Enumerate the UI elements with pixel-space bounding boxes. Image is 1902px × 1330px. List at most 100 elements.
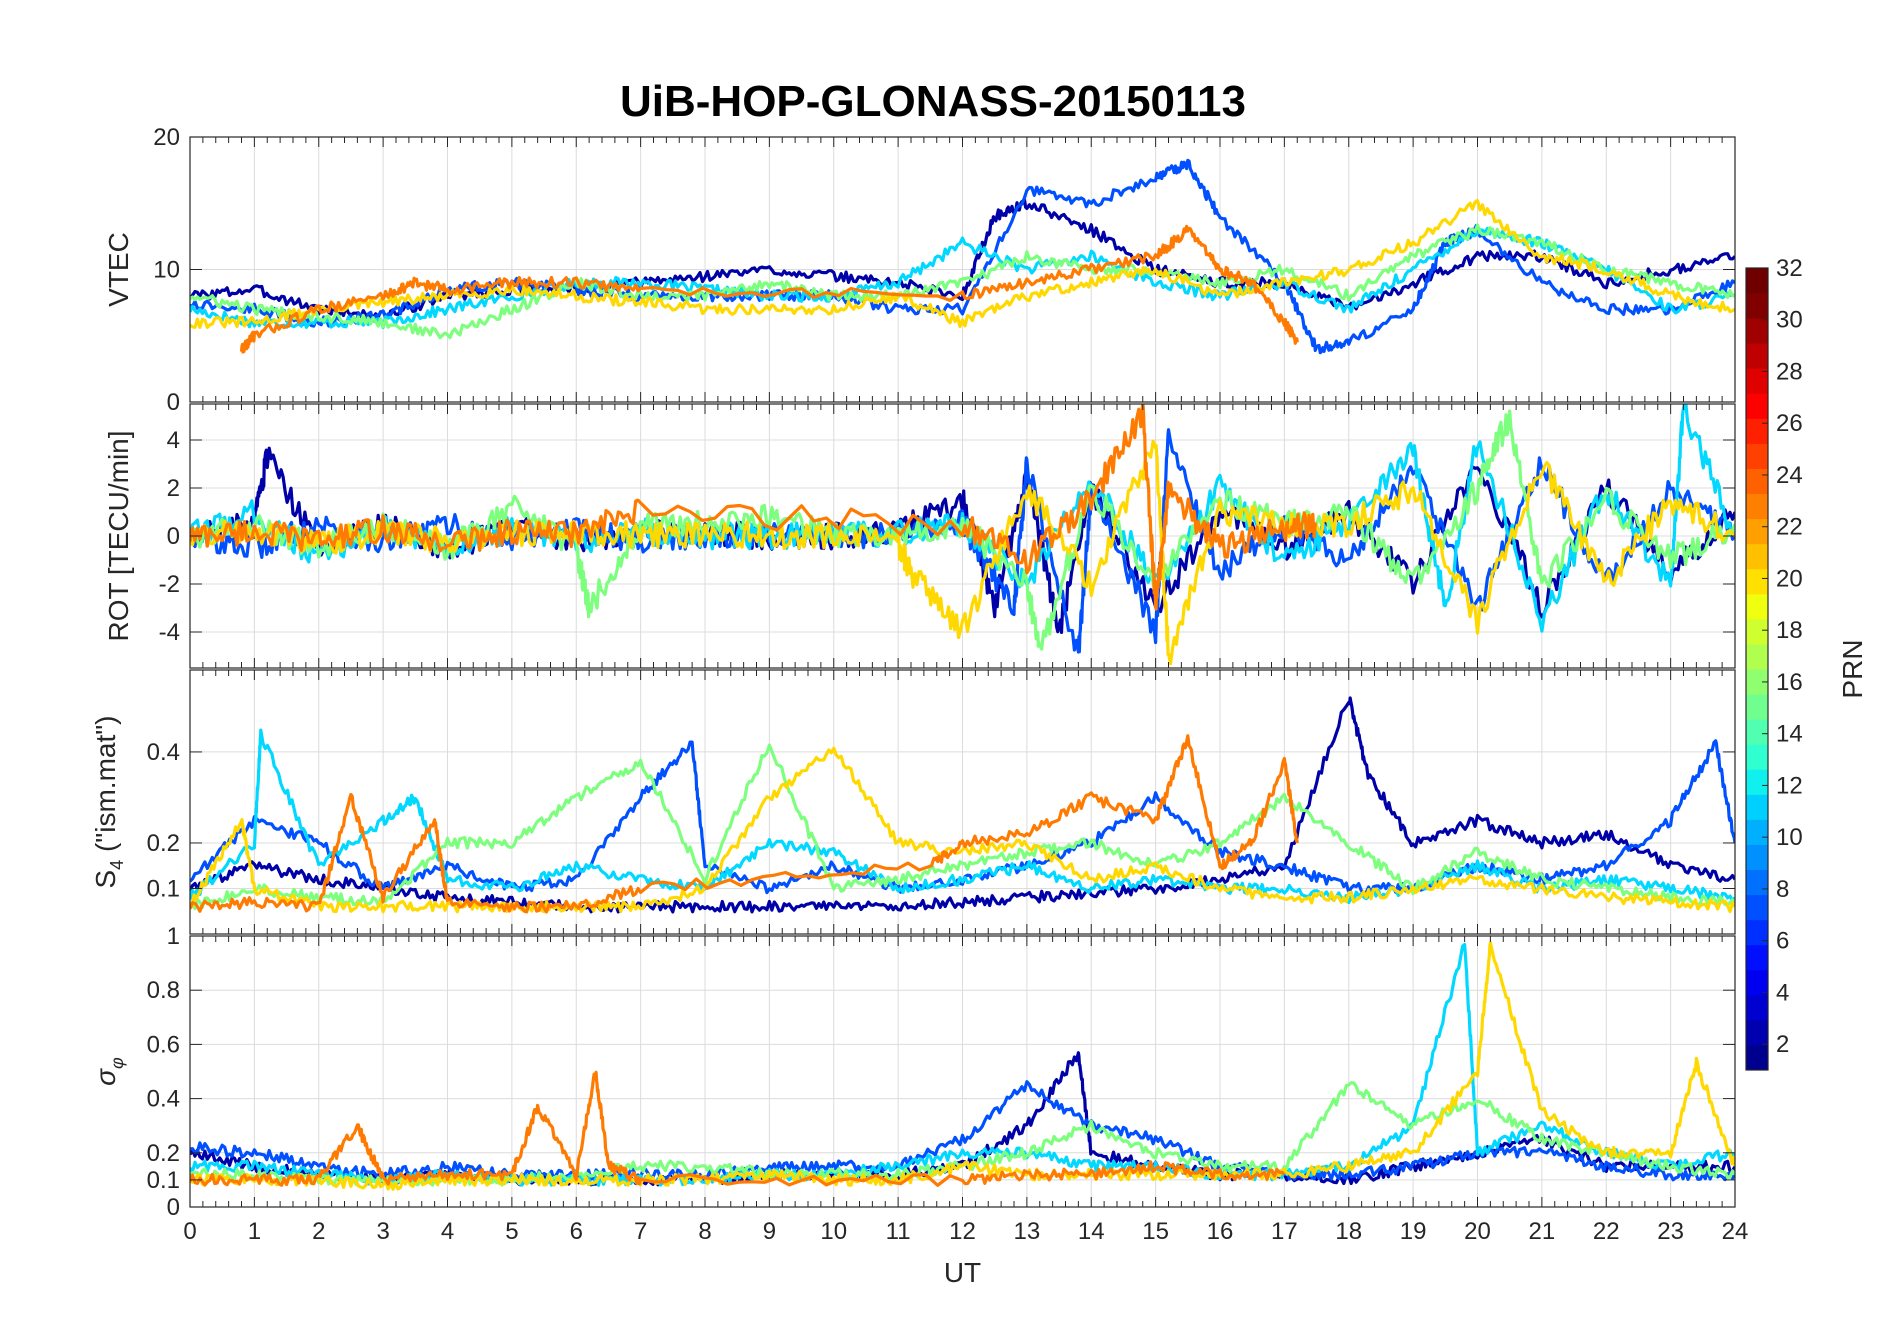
colorbar-segment (1746, 769, 1768, 795)
colorbar-segment (1746, 543, 1768, 570)
colorbar-segment (1746, 669, 1768, 695)
x-tick-label: 20 (1464, 1218, 1491, 1245)
y-tick-label: 0.1 (147, 875, 180, 902)
colorbar-tick-label: 6 (1776, 928, 1789, 955)
x-tick-label: 14 (1078, 1218, 1105, 1245)
series-line (190, 226, 1735, 330)
x-tick-label: 17 (1271, 1218, 1298, 1245)
series-line (190, 223, 1735, 340)
x-tick-label: 6 (570, 1218, 583, 1245)
x-tick-label: 4 (441, 1218, 454, 1245)
colorbar-segment (1746, 944, 1768, 971)
colorbar-segment (1746, 493, 1768, 520)
series-group (190, 941, 1735, 1191)
series-group (190, 696, 1735, 914)
colorbar-tick-label: 10 (1776, 824, 1803, 851)
x-tick-label: 0 (183, 1218, 196, 1245)
x-tick-label: 11 (886, 1218, 911, 1245)
colorbar-tick-label: 16 (1776, 669, 1803, 696)
colorbar-segment (1746, 1044, 1768, 1071)
colorbar-segment (1746, 994, 1768, 1021)
chart-title: UiB-HOP-GLONASS-20150113 (620, 77, 1246, 126)
colorbar-segment (1746, 919, 1768, 946)
y-tick-label: 0 (167, 1194, 180, 1221)
colorbar-segment (1746, 618, 1768, 645)
colorbar-segment (1746, 268, 1768, 294)
colorbar-segment (1746, 969, 1768, 996)
x-tick-label: 13 (1014, 1218, 1041, 1245)
colorbar-segment (1746, 869, 1768, 896)
colorbar-tick-label: 32 (1776, 255, 1803, 282)
x-tick-label: 18 (1335, 1218, 1362, 1245)
colorbar-segment (1746, 694, 1768, 720)
colorbar-tick-label: 22 (1776, 514, 1803, 541)
x-tick-label: 10 (820, 1218, 847, 1245)
colorbar-tick-label: 28 (1776, 358, 1803, 385)
colorbar-frame (1745, 267, 1769, 1071)
colorbar-label: PRN (1837, 639, 1868, 698)
x-tick-label: 2 (312, 1218, 325, 1245)
x-tick-label: 21 (1529, 1218, 1556, 1245)
series-line (190, 743, 1735, 911)
colorbar-segment (1746, 844, 1768, 870)
x-tick-label: 24 (1722, 1218, 1749, 1245)
series-line (190, 734, 1299, 914)
series-line (190, 439, 1735, 666)
series-line (190, 1070, 1286, 1187)
y-tick-label: 20 (153, 124, 180, 151)
colorbar-segment (1746, 568, 1768, 595)
x-tick-label: 12 (949, 1218, 976, 1245)
colorbar-tick-label: 26 (1776, 410, 1803, 437)
y-axis-label: σφ (90, 1057, 127, 1086)
colorbar-tick-label: 24 (1776, 462, 1803, 489)
colorbar-tick-label: 8 (1776, 876, 1789, 903)
y-tick-label: 0.4 (147, 1086, 180, 1113)
x-tick-label: 22 (1593, 1218, 1620, 1245)
y-tick-label: 0.6 (147, 1031, 180, 1058)
colorbar-segment (1746, 393, 1768, 419)
y-tick-label: -4 (159, 619, 180, 646)
colorbar-segment (1746, 318, 1768, 344)
colorbar-segment (1746, 744, 1768, 770)
x-tick-label: 5 (505, 1218, 518, 1245)
y-tick-label: -2 (159, 571, 180, 598)
y-tick-label: 0.4 (147, 739, 180, 766)
series-group (190, 404, 1735, 666)
y-axis-label: ROT [TECU/min] (103, 430, 134, 641)
y-tick-label: 0.8 (147, 977, 180, 1004)
colorbar-segment (1746, 1019, 1768, 1046)
series-line (239, 224, 1299, 354)
x-tick-label: 16 (1207, 1218, 1234, 1245)
series-line (190, 198, 1735, 329)
x-tick-label: 19 (1400, 1218, 1427, 1245)
colorbar-tick-label: 18 (1776, 617, 1803, 644)
y-tick-label: 2 (167, 475, 180, 502)
colorbar-segment (1746, 593, 1768, 620)
colorbar-segment (1746, 418, 1768, 444)
colorbar-tick-label: 14 (1776, 721, 1803, 748)
panel-s4: 0.1 0.2 0.4 S4 ("ism.mat") (90, 669, 1736, 935)
y-tick-label: 4 (167, 427, 180, 454)
series-line (190, 404, 1317, 611)
x-axis-label: UT (944, 1257, 981, 1288)
colorbar-segment (1746, 894, 1768, 921)
colorbar-segment (1746, 368, 1768, 394)
y-axis-label: S4 ("ism.mat") (90, 715, 127, 888)
colorbar-segment (1746, 343, 1768, 369)
colorbar-tick-label: 4 (1776, 979, 1789, 1006)
panel-rot: -4 -2 0 2 4 ROT [TECU/min] (103, 403, 1736, 669)
panel-vtec: 0 10 20 VTEC (103, 124, 1736, 416)
colorbar-segment (1746, 819, 1768, 845)
y-tick-label: 10 (153, 257, 180, 284)
series-line (190, 746, 1735, 914)
colorbar-segment (1746, 443, 1768, 469)
x-tick-label: 3 (376, 1218, 389, 1245)
y-tick-label: 0 (167, 389, 180, 416)
y-tick-label: 0.1 (147, 1167, 180, 1194)
x-tick-label: 8 (698, 1218, 711, 1245)
y-tick-label: 0.2 (147, 1140, 180, 1167)
